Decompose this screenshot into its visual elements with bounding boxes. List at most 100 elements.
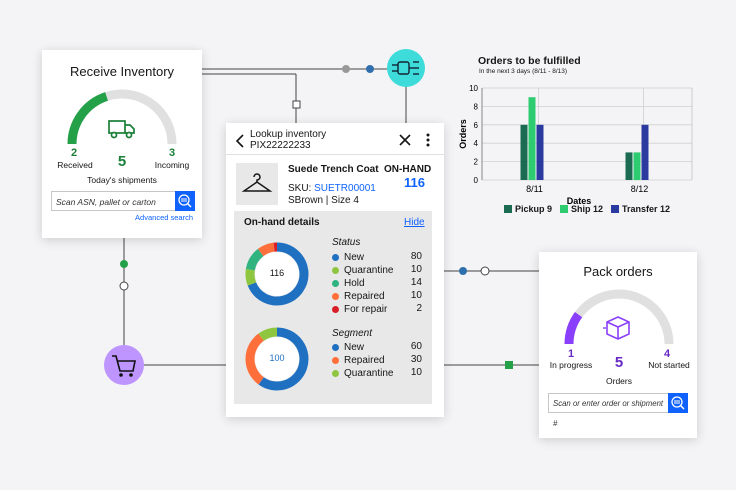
pack-title: Pack orders — [583, 264, 653, 279]
legend-swatch — [560, 205, 569, 213]
legend-label: Transfer 12 — [622, 204, 671, 214]
connector-node — [342, 65, 350, 73]
connector-node — [366, 65, 374, 73]
legend-swatch — [611, 205, 620, 213]
bar — [536, 124, 544, 180]
status-total: 116 — [269, 268, 285, 278]
status-donut — [245, 242, 309, 306]
donut-segment — [258, 327, 278, 341]
legend-item: Pickup 9 — [504, 204, 552, 214]
legend-label: Ship 12 — [571, 204, 604, 214]
circuit-icon — [387, 49, 425, 87]
orders-bar-chart: 0 2 4 6 8 10 8/11 8/12 Dates Orders — [458, 84, 693, 206]
barcode-search-icon — [178, 194, 192, 208]
overflow-menu-icon[interactable] — [425, 132, 431, 148]
donut-segment — [247, 242, 309, 306]
sku-link[interactable]: SUETR00001 — [314, 183, 376, 194]
legend-item: Hold — [332, 277, 365, 290]
order-search-button[interactable] — [668, 393, 688, 413]
bar — [528, 97, 536, 180]
legend-dot — [332, 369, 339, 377]
onhand-details-panel: On-hand details Hide 116 Status New 80 Qua… — [234, 211, 432, 404]
package-icon — [603, 316, 630, 340]
legend-value: 60 — [410, 341, 422, 352]
hide-link[interactable]: Hide — [404, 217, 425, 228]
pack-gauge — [564, 289, 674, 345]
legend-label: New — [344, 252, 365, 263]
y-tick-label: 2 — [474, 158, 479, 167]
legend-label: Pickup 9 — [515, 204, 553, 214]
not-started-label: Not started — [648, 360, 690, 370]
y-tick-label: 4 — [474, 139, 479, 148]
legend-dot — [332, 292, 339, 300]
product-name: Suede Trench Coat — [288, 164, 379, 175]
legend-value: 80 — [410, 251, 422, 262]
not-started-count: 4 — [663, 348, 671, 360]
connector-node — [459, 267, 467, 275]
connector-node — [505, 361, 513, 369]
legend-label: Repaired — [344, 291, 385, 302]
connector-node — [480, 266, 490, 276]
segment-total: 100 — [269, 353, 285, 363]
lookup-inventory-card: Lookup inventory PIX22222233 Suede Trenc… — [226, 123, 444, 417]
y-tick-label: 0 — [474, 176, 479, 185]
chart-legend: Pickup 9 Ship 12 Transfer 12 — [504, 204, 678, 214]
in-progress-label: In progress — [549, 360, 593, 370]
legend-value: 30 — [410, 354, 422, 365]
incoming-label: Incoming — [154, 160, 190, 170]
variant-text: SBrown | Size 4 — [288, 195, 359, 206]
product-thumbnail — [236, 163, 278, 205]
truck-icon — [108, 120, 135, 139]
legend-swatch — [504, 205, 512, 213]
segment-heading: Segment — [332, 328, 373, 339]
close-icon[interactable] — [398, 133, 412, 147]
back-icon[interactable] — [234, 133, 246, 149]
legend-value: 10 — [410, 264, 422, 275]
onhand-label: ON-HAND — [384, 164, 432, 175]
scan-search-button[interactable] — [175, 191, 195, 211]
legend-item: New — [332, 251, 364, 264]
legend-dot — [332, 253, 339, 261]
scan-asn-input[interactable]: Scan ASN, pallet or carton — [51, 191, 176, 211]
incoming-count: 3 — [168, 147, 176, 159]
receive-inventory-card: Receive Inventory 2 Received 5 Today's s… — [42, 50, 202, 238]
legend-item: Quarantine — [332, 264, 393, 277]
connector-node — [292, 100, 301, 109]
received-count: 2 — [70, 147, 78, 159]
in-progress-count: 1 — [567, 348, 575, 360]
received-label: Received — [57, 160, 93, 170]
legend-label: Repaired — [344, 355, 385, 366]
legend-item: Transfer 12 — [611, 204, 670, 214]
connector-node — [119, 281, 129, 291]
legend-item: For repair — [332, 303, 387, 316]
x-axis-label: Dates — [567, 196, 592, 206]
y-axis-label: Orders — [458, 119, 468, 149]
legend-item: Quarantine — [332, 367, 393, 380]
receive-title: Receive Inventory — [69, 64, 175, 79]
legend-value: 10 — [410, 290, 422, 301]
receive-gauge — [67, 89, 177, 145]
x-tick-label: 8/11 — [526, 184, 543, 194]
orders-total: 5 — [614, 354, 624, 371]
legend-value: 2 — [416, 303, 422, 314]
scan-order-input[interactable]: Scan or enter order or shipment # — [548, 393, 669, 428]
onhand-value: 116 — [404, 175, 425, 190]
legend-dot — [332, 356, 339, 364]
bar — [633, 152, 641, 180]
lookup-title: Lookup inventory — [250, 129, 327, 140]
sku-label: SKU: — [288, 183, 312, 194]
chart-subtitle: In the next 3 days (8/11 - 8/13) — [479, 68, 568, 75]
donut-segment — [245, 248, 264, 271]
legend-dot — [332, 305, 339, 313]
total-count: 5 — [117, 153, 127, 170]
legend-dot — [332, 279, 339, 287]
shipments-label: Today's shipments — [87, 175, 157, 185]
advanced-search-link[interactable]: Advanced search — [135, 213, 193, 222]
legend-item: Ship 12 — [560, 204, 603, 214]
legend-label: Hold — [344, 278, 365, 289]
bar — [520, 124, 528, 180]
legend-value: 10 — [410, 367, 422, 378]
legend-value: 14 — [410, 277, 422, 288]
bar — [641, 124, 649, 180]
